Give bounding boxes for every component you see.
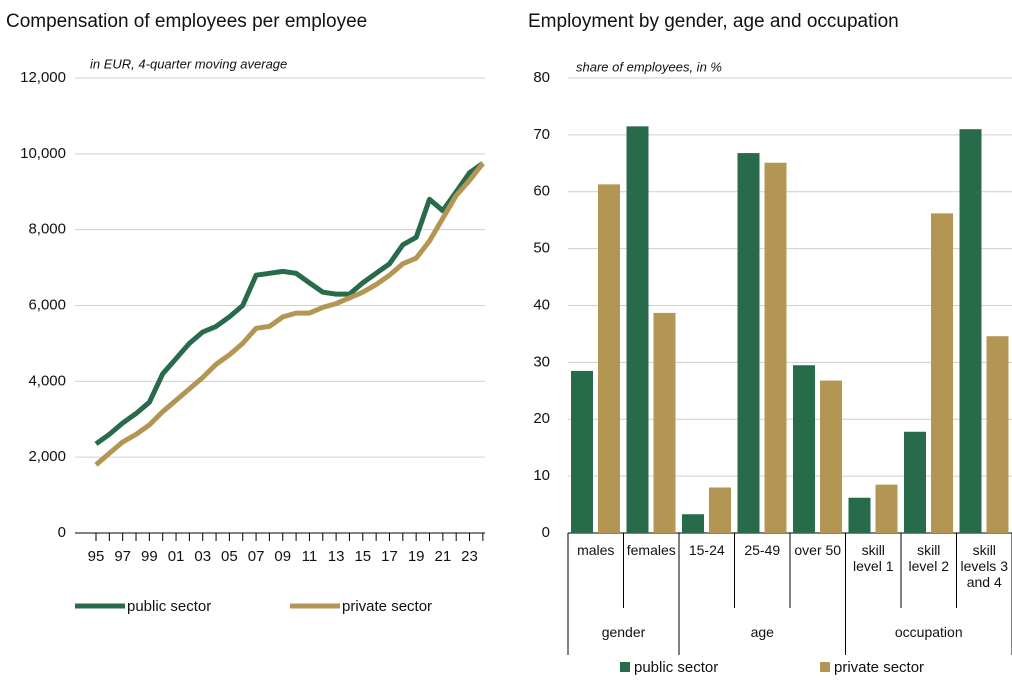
bar	[793, 365, 815, 533]
x-tick-label: 11	[302, 548, 318, 565]
group-label: gender	[601, 624, 646, 640]
x-tick-label: 25-49	[744, 542, 781, 558]
line-series	[94, 161, 485, 467]
bar	[931, 213, 953, 534]
bar	[820, 380, 842, 533]
x-tick-label: 15	[354, 548, 371, 565]
bar	[959, 129, 982, 533]
bar	[653, 312, 676, 533]
legend-label: public sector	[634, 659, 718, 676]
x-tick-label: 19	[408, 548, 425, 565]
bar	[986, 336, 1009, 533]
y-tick-label: 8,000	[28, 221, 66, 238]
x-tick-label: skill level 2	[908, 542, 949, 574]
x-tick-label: 97	[114, 548, 131, 565]
x-tick-label: 95	[88, 548, 105, 565]
y-tick-label: 50	[533, 240, 550, 257]
x-tick-label: 05	[221, 548, 238, 565]
legend-label: public sector	[127, 598, 211, 615]
y-tick-label: 6,000	[28, 296, 66, 313]
x-tick-label: 21	[434, 548, 451, 565]
y-tick-label: 30	[533, 353, 550, 370]
y-tick-label: 20	[533, 410, 550, 427]
y-tick-label: 80	[533, 69, 550, 86]
bar	[848, 497, 871, 533]
bar	[626, 126, 649, 533]
x-tick-label: skill levels 3 and 4	[960, 542, 1008, 590]
x-tick-label: 17	[381, 548, 398, 565]
y-tick-label: 12,000	[20, 69, 66, 86]
x-tick-label: 13	[328, 548, 345, 565]
y-tick-label: 4,000	[28, 372, 66, 389]
chart-subtitle: share of employees, in %	[576, 59, 722, 74]
x-tick-label: 99	[141, 548, 158, 565]
y-tick-label: 0	[58, 524, 66, 541]
legend-label: private sector	[834, 659, 924, 676]
bar	[682, 514, 704, 533]
bar	[598, 184, 620, 533]
bar	[764, 162, 787, 533]
x-tick-label: 01	[168, 548, 185, 565]
bar	[904, 431, 926, 533]
bar	[709, 487, 731, 533]
legend-swatch	[620, 662, 630, 672]
y-tick-label: 60	[533, 183, 550, 200]
x-tick-label: 03	[194, 548, 211, 565]
x-tick-label: 15-24	[688, 542, 725, 558]
y-tick-label: 10	[533, 467, 550, 484]
x-tick-label: females	[626, 542, 676, 558]
y-tick-label: 0	[542, 524, 550, 541]
chart-subtitle: in EUR, 4-quarter moving average	[90, 56, 287, 71]
bar	[737, 153, 760, 533]
x-tick-label: over 50	[794, 542, 842, 558]
group-label: age	[750, 624, 774, 640]
y-tick-label: 70	[533, 126, 550, 143]
legend-label: private sector	[342, 598, 432, 615]
x-tick-label: 09	[274, 548, 291, 565]
y-tick-label: 2,000	[28, 448, 66, 465]
x-tick-label: skill level 1	[853, 542, 894, 574]
chart-title: Compensation of employees per employee	[6, 11, 367, 32]
x-tick-label: males	[577, 542, 615, 558]
x-tick-label: 23	[461, 548, 478, 565]
line-series	[94, 161, 485, 446]
y-tick-label: 40	[533, 296, 550, 313]
legend-swatch	[820, 662, 830, 672]
group-label: occupation	[894, 624, 963, 640]
y-tick-label: 10,000	[20, 145, 66, 162]
chart-title: Employment by gender, age and occupation	[528, 11, 899, 32]
bar	[571, 370, 593, 533]
bar	[875, 484, 898, 533]
x-tick-label: 07	[248, 548, 265, 565]
